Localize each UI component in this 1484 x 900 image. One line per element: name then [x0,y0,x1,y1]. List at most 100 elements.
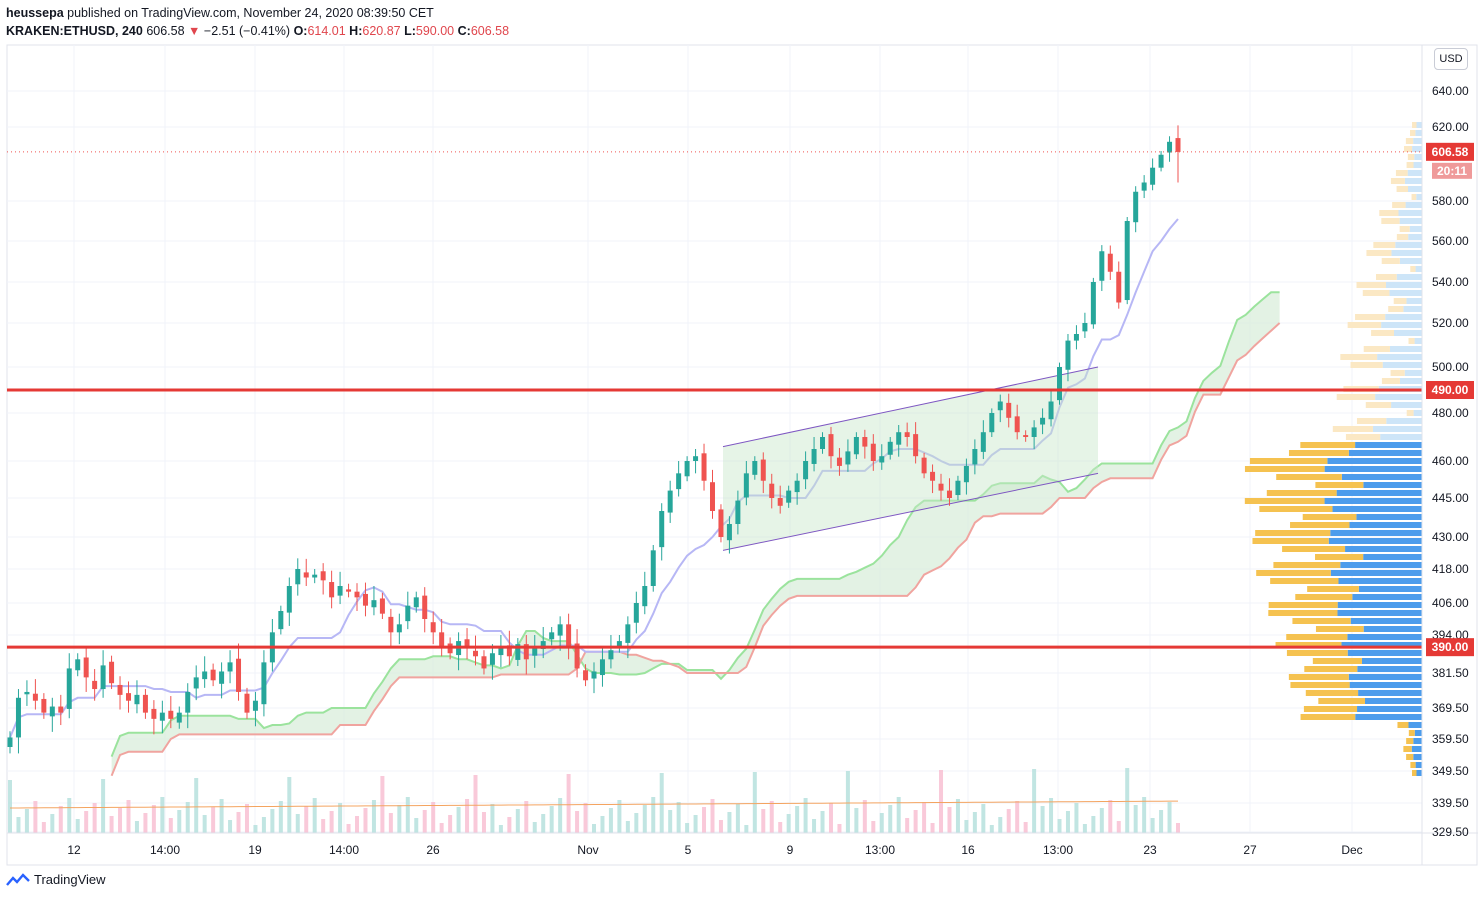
profile-yellow [1295,594,1353,600]
author[interactable]: heussepa [6,6,64,20]
profile-yellow [1365,402,1392,408]
candle-body [1099,251,1105,281]
profile-yellow [1392,202,1406,208]
candle-body [523,644,529,660]
candle-body [752,461,758,475]
volume-bar [448,815,453,833]
profile-yellow [1393,298,1407,304]
y-tick-label: 520.00 [1432,316,1469,330]
candle-body [811,449,817,464]
candle-body [930,471,936,481]
candle-body [684,461,690,477]
volume-bar [820,811,825,833]
candle-body [337,586,343,596]
candle-body [498,647,504,656]
volume-bar [439,823,444,833]
volume-bar [24,809,29,833]
volume-bar [1082,824,1087,833]
volume-bar [972,812,977,833]
profile-yellow [1373,242,1396,248]
profile-yellow [1315,626,1364,632]
y-tick-label: 500.00 [1432,360,1469,374]
candle-body [726,524,732,541]
volume-bar [304,806,309,833]
currency-badge[interactable]: USD [1434,48,1468,70]
candle-body [650,550,656,586]
volume-bar [727,812,732,833]
profile-yellow [1366,250,1392,256]
candle-body [83,657,89,678]
volume-bar [905,818,910,833]
profile-yellow [1302,514,1357,520]
candle-body [413,597,419,608]
profile-yellow [1379,210,1399,216]
x-tick-label: 9 [787,843,794,857]
publish-info: published on TradingView.com, November 2… [67,6,434,20]
symbol[interactable]: KRAKEN:ETHUSD, 240 [6,24,143,38]
volume-bar [922,802,927,833]
volume-bar [507,817,512,833]
volume-bar [194,778,199,833]
x-tick-label: 12 [67,843,81,857]
candle-body [693,456,699,461]
profile-blue [1403,306,1422,312]
ascending-channel[interactable] [722,366,1099,551]
candle-body [142,694,148,713]
volume-ma-line [10,800,1178,809]
profile-yellow [1406,754,1414,760]
candle-body [261,662,267,705]
x-tick-label: 23 [1143,843,1157,857]
profile-yellow [1276,474,1342,480]
candle-body [1116,271,1122,303]
volume-bar [33,801,38,833]
profile-yellow [1286,650,1348,656]
profile-yellow [1396,186,1409,192]
profile-yellow [1376,274,1397,280]
horizontal-lines[interactable] [7,151,1422,649]
candle-body [286,586,292,613]
volume-bar [693,815,698,833]
candle-body [320,571,326,581]
candle-body [15,697,21,738]
volume-bar [1108,800,1113,833]
candle-body [836,457,842,466]
profile-yellow [1371,330,1394,336]
volume-bar [1099,808,1104,833]
profile-yellow [1266,490,1337,496]
profile-blue [1352,594,1422,600]
profile-blue [1381,322,1422,328]
volume-bar [270,809,275,833]
profile-blue [1414,730,1422,736]
candle-body [236,658,242,692]
volume-bar [786,814,791,833]
publish-line: heussepa published on TradingView.com, N… [6,4,906,22]
candle-body [252,700,258,711]
candle-body [735,500,741,524]
profile-yellow [1403,146,1413,152]
volume-bar [685,823,690,833]
profile-yellow [1347,322,1382,328]
profile-blue [1409,226,1422,232]
candle-body [489,653,495,665]
ichimoku-cloud [9,218,1281,777]
profile-yellow [1390,178,1405,184]
profile-yellow [1406,410,1414,416]
brand-name[interactable]: TradingView [34,872,106,887]
y-tick-label: 540.00 [1432,275,1469,289]
profile-blue [1414,338,1422,344]
profile-yellow [1407,154,1415,160]
volume-bar [261,817,266,833]
volume-bar [84,811,89,833]
volume-bar [16,817,21,833]
candle-body [921,457,927,474]
volume-bar [92,803,97,833]
candle-body [1150,167,1156,185]
volume-bar [939,770,944,833]
volume-bar [515,809,520,833]
y-tick-label: 430.00 [1432,530,1469,544]
profile-blue [1358,690,1422,696]
profile-blue [1372,426,1422,432]
volume-bar [583,803,588,833]
volume-bar [566,774,571,833]
